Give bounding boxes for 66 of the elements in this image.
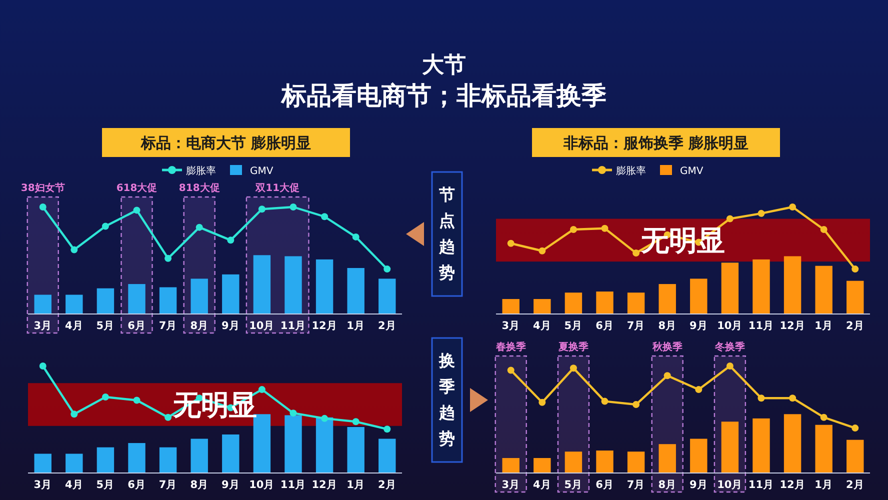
x-tick-label: 2月 — [378, 479, 396, 491]
x-tick-label: 8月 — [658, 479, 677, 491]
x-tick-label: 10月 — [249, 479, 275, 491]
band-label: 秋换季 — [651, 341, 684, 353]
text: 节点趋势 — [438, 185, 455, 282]
x-tick-label: 12月 — [780, 479, 806, 491]
x-tick-label: 2月 — [378, 320, 396, 332]
x-tick-label: 8月 — [190, 320, 209, 332]
x-tick-label: 9月 — [689, 320, 708, 332]
chart-title: 标品：电商大节 膨胀明显 — [140, 134, 312, 152]
x-tick-label: 5月 — [96, 320, 115, 332]
x-tick-label: 4月 — [533, 479, 552, 491]
x-tick-label: 3月 — [34, 479, 52, 491]
x-tick-label: 7月 — [626, 479, 646, 491]
x-tick-label: 9月 — [221, 479, 240, 491]
x-tick-label: 5月 — [564, 320, 583, 332]
text: 标品看电商节；非标品看换季 — [280, 81, 606, 110]
x-tick-label: 1月 — [346, 479, 365, 491]
band-label: 818大促 — [178, 182, 220, 194]
x-tick-label: 12月 — [312, 320, 338, 332]
legend-label: GMV — [250, 166, 274, 177]
band-label: 618大促 — [116, 182, 158, 194]
x-tick-label: 7月 — [158, 320, 178, 332]
x-tick-label: 5月 — [564, 479, 583, 491]
band-label: 双11大促 — [254, 182, 300, 194]
x-tick-label: 2月 — [846, 320, 864, 332]
band-label: 冬换季 — [714, 341, 746, 353]
x-tick-label: 7月 — [158, 479, 178, 491]
x-tick-label: 11月 — [748, 479, 774, 491]
legend-label: 膨胀率 — [616, 165, 646, 177]
legend-label: 膨胀率 — [186, 165, 216, 177]
x-tick-label: 11月 — [280, 320, 306, 332]
x-tick-label: 5月 — [96, 479, 115, 491]
text: 换季趋势 — [438, 351, 455, 448]
x-tick-label: 3月 — [502, 479, 520, 491]
band-label: 春换季 — [494, 341, 527, 353]
x-tick-label: 12月 — [312, 479, 338, 491]
x-tick-label: 10月 — [717, 479, 743, 491]
x-tick-label: 1月 — [814, 320, 833, 332]
x-tick-label: 4月 — [65, 320, 84, 332]
x-tick-label: 4月 — [533, 320, 552, 332]
x-tick-label: 8月 — [658, 320, 677, 332]
x-tick-label: 2月 — [846, 479, 864, 491]
x-tick-label: 10月 — [249, 320, 275, 332]
x-tick-label: 3月 — [502, 320, 520, 332]
x-tick-label: 11月 — [748, 320, 774, 332]
x-tick-label: 6月 — [128, 479, 146, 491]
x-tick-label: 3月 — [34, 320, 52, 332]
legend-label: GMV — [680, 166, 704, 177]
x-tick-label: 6月 — [128, 320, 146, 332]
x-tick-label: 6月 — [596, 479, 614, 491]
x-tick-label: 10月 — [717, 320, 743, 332]
x-tick-label: 6月 — [596, 320, 614, 332]
x-tick-label: 7月 — [626, 320, 646, 332]
text: 大节 — [422, 53, 466, 78]
x-tick-label: 4月 — [65, 479, 84, 491]
chart-title: 非标品：服饰换季 膨胀明显 — [562, 134, 749, 152]
x-tick-label: 9月 — [221, 320, 240, 332]
band-label: 38妇女节 — [20, 182, 65, 194]
band-label: 夏换季 — [557, 341, 590, 353]
x-tick-label: 1月 — [346, 320, 365, 332]
x-tick-label: 8月 — [190, 479, 209, 491]
x-tick-label: 1月 — [814, 479, 833, 491]
x-tick-label: 12月 — [780, 320, 806, 332]
x-tick-label: 9月 — [689, 479, 708, 491]
x-tick-label: 11月 — [280, 479, 306, 491]
